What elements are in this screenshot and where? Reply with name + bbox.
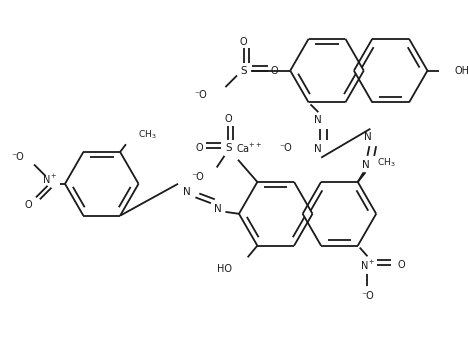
Text: N: N (314, 144, 322, 154)
Text: S: S (241, 66, 247, 76)
Text: ⁻O: ⁻O (194, 90, 207, 100)
Text: N$^+$: N$^+$ (360, 258, 375, 272)
Text: HO: HO (217, 264, 232, 274)
Text: O: O (24, 200, 32, 210)
Text: OH: OH (454, 66, 468, 76)
Text: ⁻O: ⁻O (361, 291, 374, 301)
Text: O: O (271, 66, 278, 76)
Text: N: N (314, 115, 322, 125)
Text: O: O (196, 143, 203, 153)
Text: S: S (225, 143, 232, 153)
Text: O: O (240, 37, 248, 47)
Text: O: O (397, 260, 405, 270)
Text: O: O (225, 114, 232, 124)
Text: CH$_3$: CH$_3$ (377, 156, 396, 169)
Text: N: N (214, 204, 221, 214)
Text: ⁻O: ⁻O (191, 172, 204, 182)
Text: ⁻O: ⁻O (279, 143, 292, 153)
Text: CH$_3$: CH$_3$ (138, 128, 156, 141)
Text: N: N (362, 160, 369, 170)
Text: N$^+$: N$^+$ (42, 172, 57, 186)
Text: N: N (183, 187, 190, 197)
Text: Ca$^{++}$: Ca$^{++}$ (236, 141, 263, 155)
Text: ⁻O: ⁻O (12, 152, 24, 162)
Text: N: N (364, 132, 371, 142)
